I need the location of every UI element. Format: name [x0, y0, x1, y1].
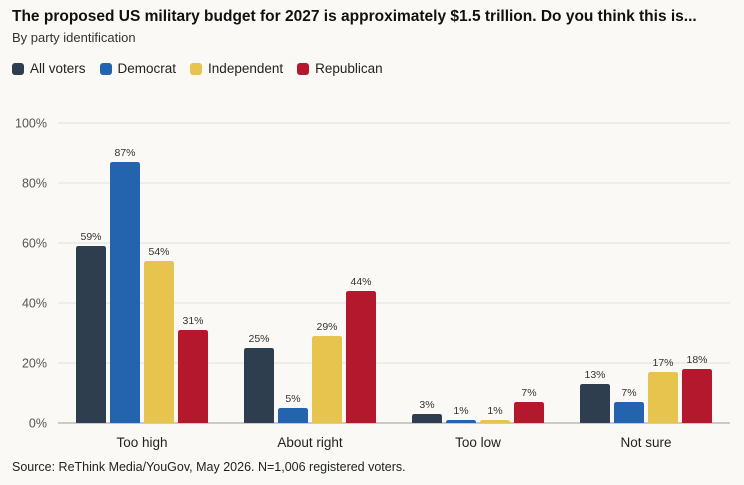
legend-label: All voters	[30, 61, 86, 76]
legend-item-all-voters: All voters	[12, 61, 86, 76]
legend-swatch	[12, 62, 24, 75]
bar-data-label: 13%	[584, 369, 605, 381]
chart-title: The proposed US military budget for 2027…	[12, 8, 697, 25]
source-note: Source: ReThink Media/YouGov, May 2026. …	[12, 460, 406, 474]
x-tick-label: Too low	[455, 435, 501, 450]
bar	[648, 372, 678, 423]
bar-data-label: 7%	[621, 387, 636, 399]
bar	[144, 261, 174, 423]
bar	[312, 336, 342, 423]
bar-data-label: 1%	[453, 405, 468, 417]
legend-item-democrat: Democrat	[99, 61, 177, 76]
bar-data-label: 44%	[350, 276, 371, 288]
bar	[346, 291, 376, 423]
bar-data-label: 1%	[487, 405, 502, 417]
bar	[110, 162, 140, 423]
bar	[682, 369, 712, 423]
bar-data-label: 87%	[114, 147, 135, 159]
y-tick-label: 100%	[15, 117, 47, 131]
bar-data-label: 17%	[652, 357, 673, 369]
bar	[580, 384, 610, 423]
bar	[614, 402, 644, 423]
bar-data-label: 25%	[248, 333, 269, 345]
y-tick-label: 20%	[22, 357, 47, 371]
bar	[278, 408, 308, 423]
bar	[446, 420, 476, 423]
bar-data-label: 18%	[686, 354, 707, 366]
y-tick-label: 0%	[29, 417, 47, 431]
bar-data-label: 31%	[182, 315, 203, 327]
bar-data-label: 59%	[80, 231, 101, 243]
x-tick-label: Not sure	[620, 435, 671, 450]
legend-item-republican: Republican	[297, 61, 383, 76]
bar-data-label: 54%	[148, 246, 169, 258]
bar	[412, 414, 442, 423]
bar	[244, 348, 274, 423]
legend-label: Democrat	[117, 61, 177, 76]
y-tick-label: 40%	[22, 297, 47, 311]
x-tick-label: Too high	[116, 435, 167, 450]
legend-swatch	[190, 62, 203, 75]
legend-item-independent: Independent	[190, 61, 283, 76]
bar-data-label: 7%	[521, 387, 536, 399]
bar-data-label: 3%	[419, 399, 434, 411]
y-tick-label: 60%	[22, 237, 47, 251]
legend-swatch	[99, 62, 112, 75]
bar-data-label: 29%	[316, 321, 337, 333]
legend-label: Republican	[315, 61, 383, 76]
bar	[514, 402, 544, 423]
bar-data-label: 5%	[285, 393, 300, 405]
legend-swatch	[297, 62, 310, 75]
bar	[178, 330, 208, 423]
legend: All voters Democrat Independent Republic…	[12, 61, 397, 76]
x-tick-label: About right	[277, 435, 343, 450]
y-tick-label: 80%	[22, 177, 47, 191]
legend-label: Independent	[208, 61, 284, 76]
chart-subtitle: By party identification	[12, 30, 136, 45]
bar	[480, 420, 510, 423]
bar	[76, 246, 106, 423]
